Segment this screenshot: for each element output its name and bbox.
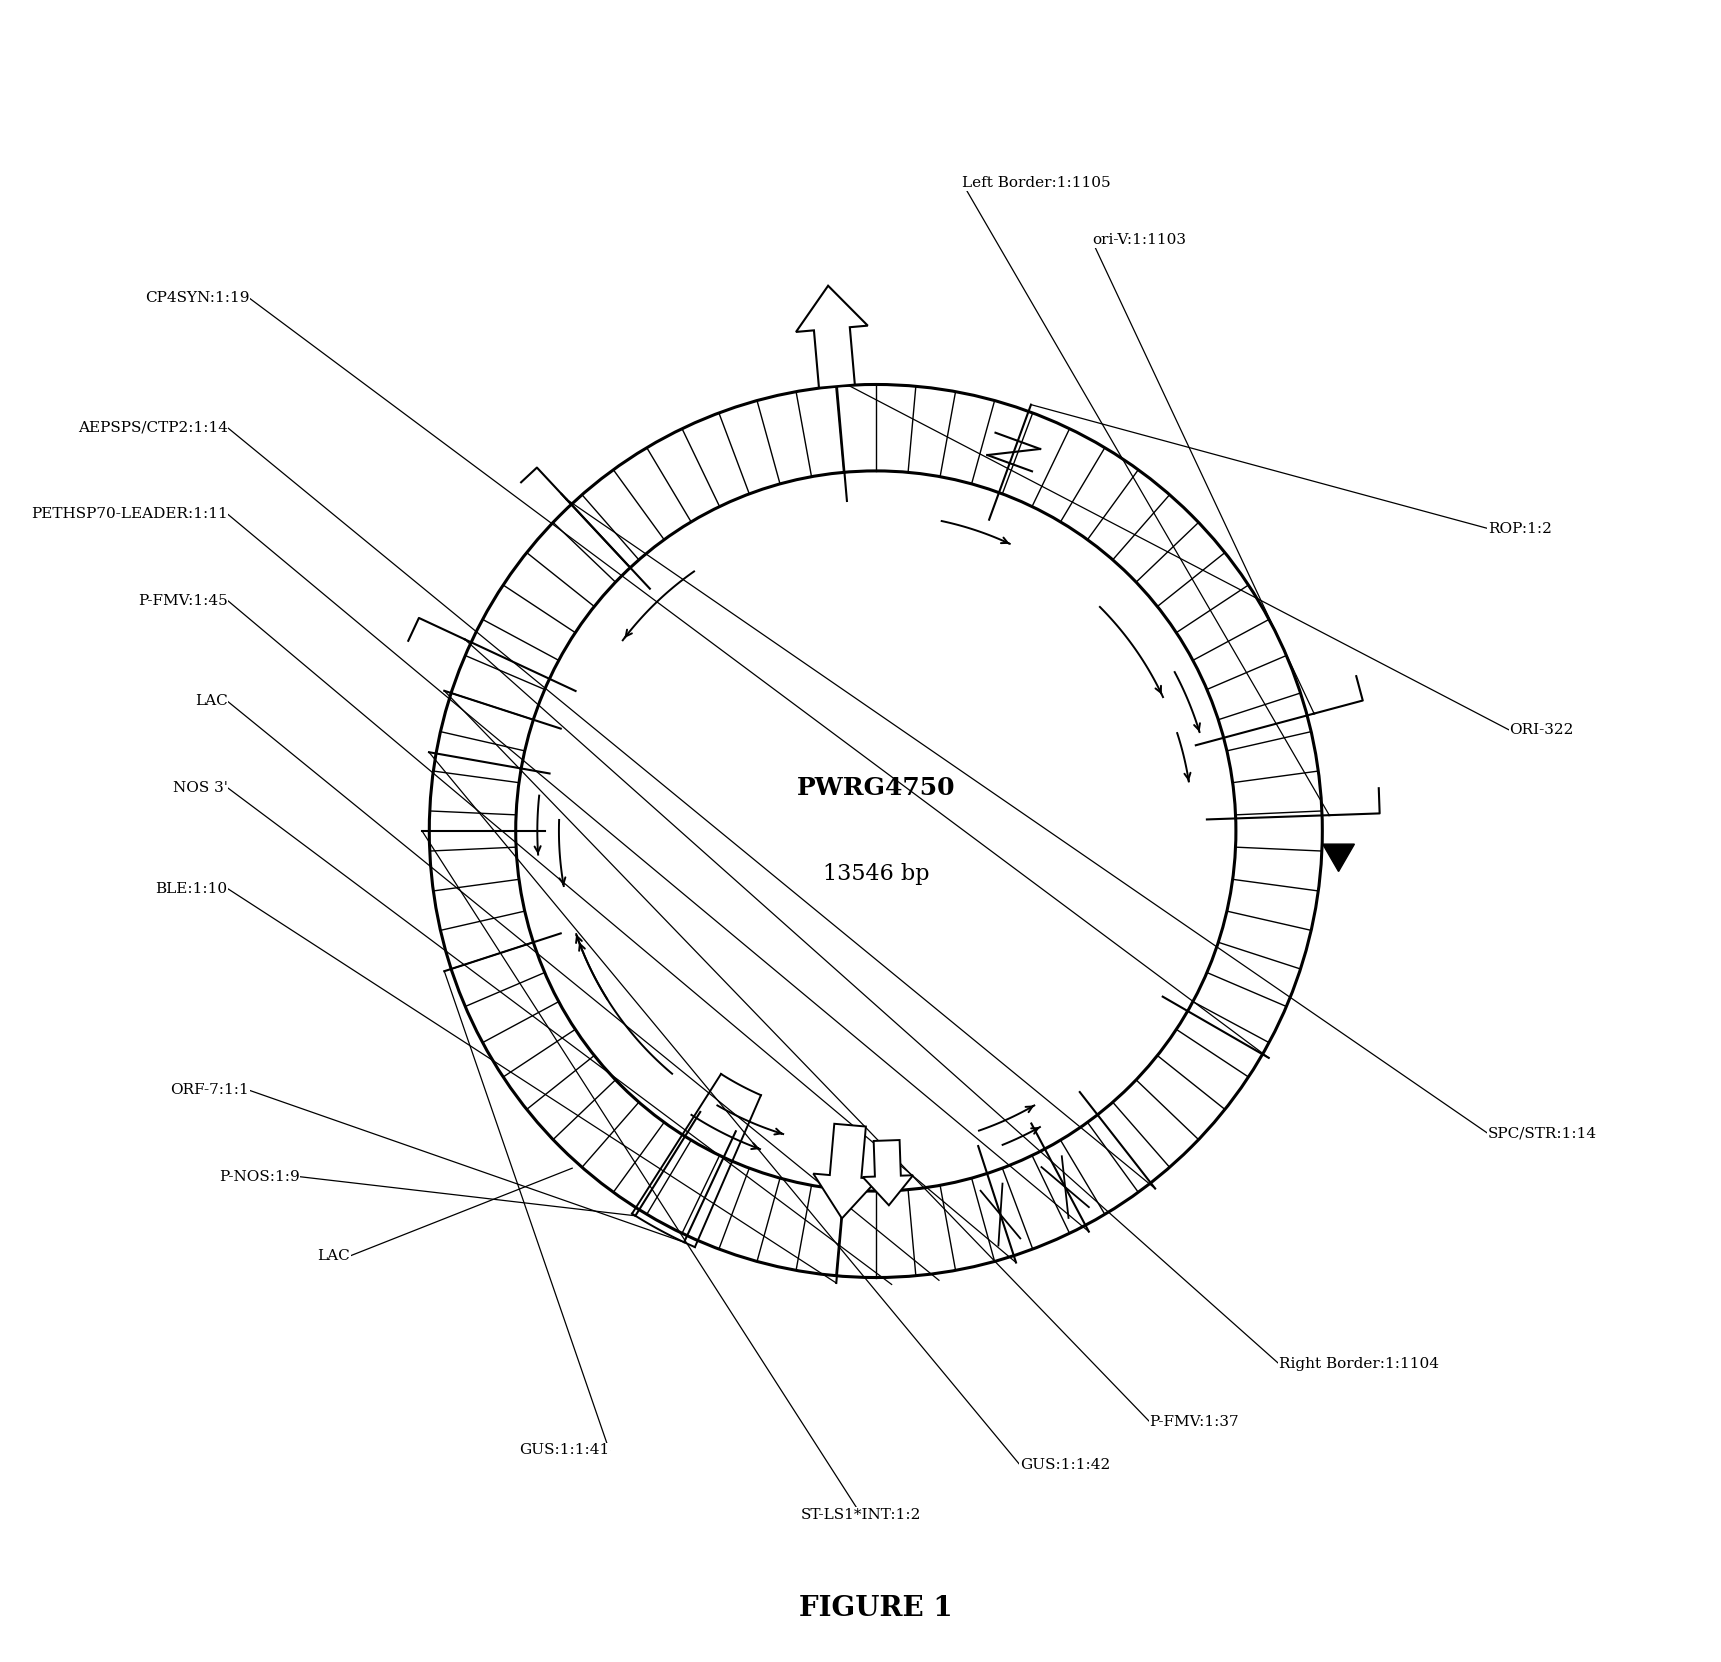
Text: GUS:1:1:41: GUS:1:1:41 (520, 1443, 609, 1458)
Text: LAC: LAC (317, 1248, 349, 1263)
Text: ori-V:1:1103: ori-V:1:1103 (1091, 233, 1186, 248)
Polygon shape (1323, 844, 1354, 871)
Text: BLE:1:10: BLE:1:10 (155, 881, 227, 896)
Text: GUS:1:1:42: GUS:1:1:42 (1021, 1458, 1110, 1473)
Text: P-FMV:1:45: P-FMV:1:45 (138, 593, 227, 608)
Polygon shape (862, 1140, 914, 1205)
Polygon shape (797, 286, 867, 387)
Text: ORF-7:1:1: ORF-7:1:1 (170, 1084, 250, 1097)
Text: 13546 bp: 13546 bp (823, 863, 929, 886)
Text: PWRG4750: PWRG4750 (797, 776, 955, 799)
Polygon shape (814, 1124, 878, 1218)
Text: Right Border:1:1104: Right Border:1:1104 (1279, 1356, 1439, 1371)
Text: P-NOS:1:9: P-NOS:1:9 (219, 1170, 299, 1183)
Wedge shape (429, 384, 1322, 1278)
Text: AEPSPS/CTP2:1:14: AEPSPS/CTP2:1:14 (77, 420, 227, 435)
Text: SPC/STR:1:14: SPC/STR:1:14 (1489, 1127, 1597, 1140)
Text: PETHSP70-LEADER:1:11: PETHSP70-LEADER:1:11 (31, 507, 227, 522)
Text: ST-LS1*INT:1:2: ST-LS1*INT:1:2 (802, 1507, 922, 1522)
Text: LAC: LAC (194, 695, 227, 708)
Text: Left Border:1:1105: Left Border:1:1105 (962, 176, 1110, 189)
Text: NOS 3': NOS 3' (172, 781, 227, 794)
Text: CP4SYN:1:19: CP4SYN:1:19 (145, 291, 250, 306)
Text: P-FMV:1:37: P-FMV:1:37 (1150, 1414, 1239, 1429)
Text: ORI-322: ORI-322 (1509, 723, 1575, 738)
Text: ROP:1:2: ROP:1:2 (1489, 522, 1552, 535)
Text: FIGURE 1: FIGURE 1 (799, 1596, 953, 1622)
